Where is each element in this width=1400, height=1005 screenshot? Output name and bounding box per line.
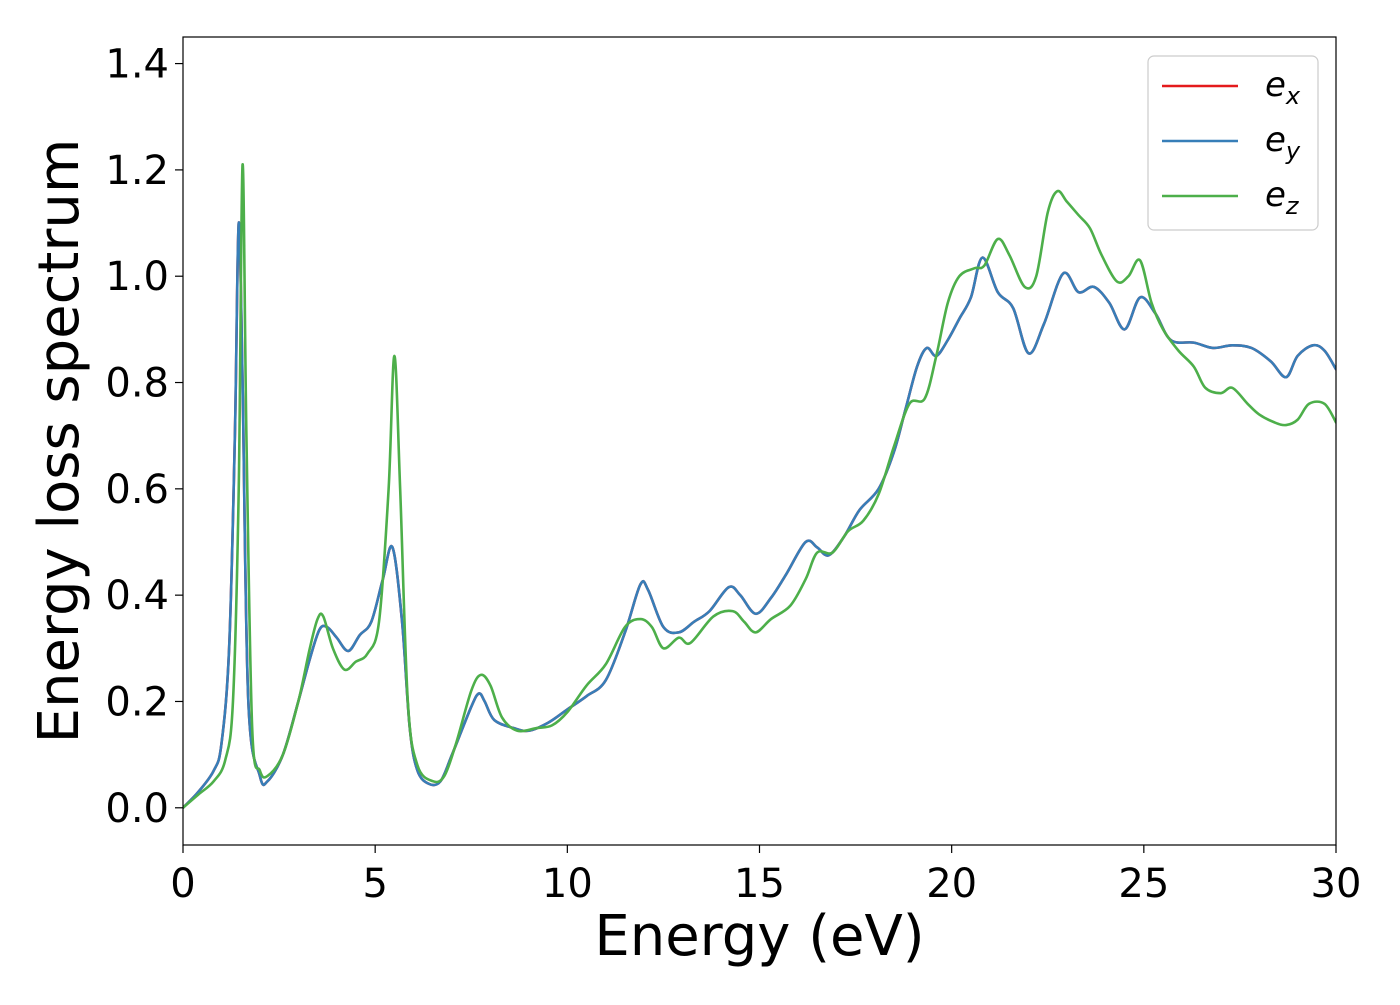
series-line-e-y bbox=[183, 221, 1336, 810]
x-tick-label: 15 bbox=[734, 861, 785, 907]
y-tick-label: 1.0 bbox=[105, 254, 169, 300]
x-axis-ticks: 0 5 10 15 20 25 30 bbox=[170, 845, 1361, 907]
legend: ex ey ez bbox=[1147, 55, 1319, 231]
legend-items: ex ey ez bbox=[1162, 65, 1301, 220]
legend-label-e-z: ez bbox=[1265, 175, 1300, 220]
y-tick-label: 0.0 bbox=[105, 786, 169, 832]
x-axis-label: Energy (eV) bbox=[594, 904, 924, 969]
series-lines bbox=[183, 163, 1336, 810]
y-tick-label: 0.8 bbox=[105, 361, 169, 407]
x-tick-label: 20 bbox=[926, 861, 977, 907]
y-tick-label: 1.2 bbox=[105, 148, 169, 194]
legend-label-e-y: ey bbox=[1265, 120, 1301, 165]
y-axis-ticks: 0.0 0.2 0.4 0.6 0.8 1.0 1.2 1.4 bbox=[105, 42, 183, 832]
y-tick-label: 0.4 bbox=[105, 573, 169, 619]
y-axis-label: Energy loss spectrum bbox=[27, 139, 92, 744]
y-tick-label: 0.2 bbox=[105, 679, 169, 725]
series-line-e-z bbox=[183, 163, 1336, 810]
x-tick-label: 5 bbox=[362, 861, 387, 907]
legend-box bbox=[1147, 55, 1319, 231]
series-line-e-x bbox=[183, 221, 1336, 810]
x-tick-label: 0 bbox=[170, 861, 195, 907]
x-tick-label: 30 bbox=[1311, 861, 1362, 907]
x-tick-label: 25 bbox=[1118, 861, 1169, 907]
x-tick-label: 10 bbox=[542, 861, 593, 907]
legend-label-e-x: ex bbox=[1265, 65, 1301, 110]
y-tick-label: 1.4 bbox=[105, 42, 169, 88]
y-tick-label: 0.6 bbox=[105, 467, 169, 513]
